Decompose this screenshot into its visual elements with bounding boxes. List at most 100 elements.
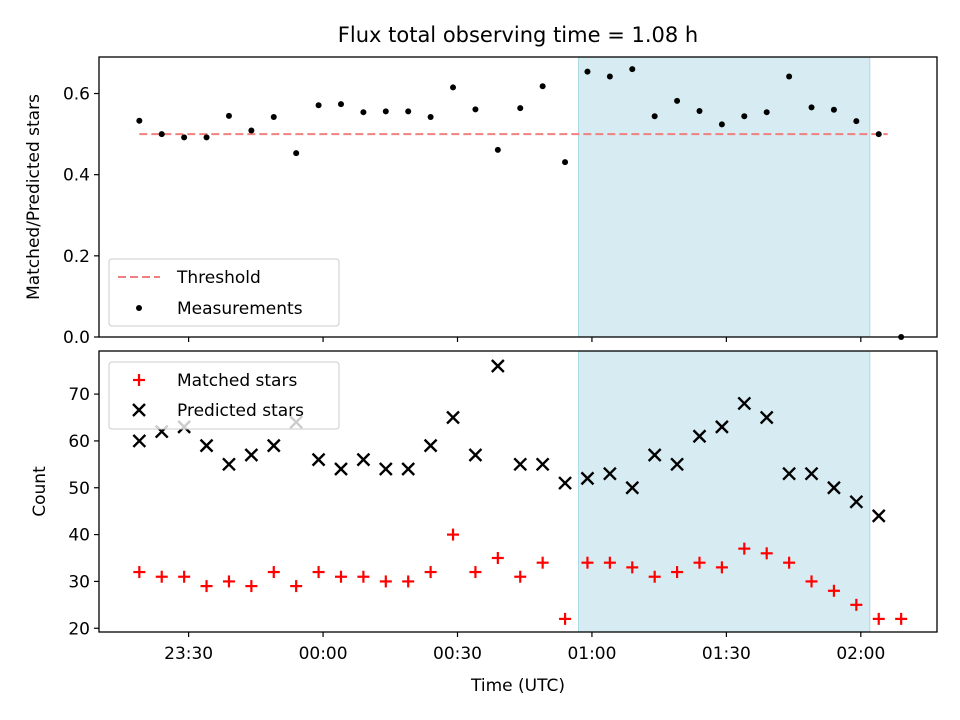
predicted-point [692, 429, 707, 444]
predicted-point [222, 457, 236, 472]
measurement-point [225, 112, 232, 119]
legend-predicted-label: Predicted stars [177, 401, 304, 421]
measurement-point [203, 134, 210, 141]
predicted-point [871, 509, 886, 523]
cross-stroke [266, 438, 281, 453]
predicted-point [132, 434, 147, 448]
measurement-point [472, 106, 479, 113]
ratio-y-label: Matched/Predicted stars [24, 94, 44, 300]
ratio-y-tick-label: 0.2 [63, 247, 90, 267]
predicted-point [804, 466, 819, 481]
predicted-point [468, 448, 483, 462]
predicted-point [647, 448, 662, 462]
measurement-point [696, 107, 703, 114]
x-axis-label: Time (UTC) [470, 676, 565, 696]
measurement-point [629, 66, 636, 73]
matched-point [424, 566, 437, 579]
predicted-point [558, 476, 572, 490]
cross-stroke [759, 410, 774, 425]
legend-measurements-label: Measurements [177, 299, 303, 319]
measurement-point [853, 118, 860, 125]
count-x-tick-label: 01:00 [567, 644, 616, 664]
cross-stroke [446, 410, 460, 425]
matched-point [402, 575, 415, 588]
predicted-point [334, 462, 348, 476]
predicted-point [356, 452, 371, 467]
matched-point [603, 556, 616, 569]
matched-point [827, 584, 840, 597]
ratio-x-ticks [188, 337, 862, 342]
measurement-point [651, 113, 658, 120]
measurement-point [181, 134, 188, 141]
count-y-ticks: 20 30 40 50 60 70 [68, 385, 99, 639]
cross-stroke [670, 457, 684, 472]
cross-stroke [222, 457, 236, 472]
measurement-point [584, 68, 591, 75]
predicted-point [580, 471, 595, 486]
predicted-point [311, 452, 326, 467]
measurement-point [158, 131, 165, 138]
measurement-point [248, 127, 255, 134]
ratio-y-ticks: 0.0 0.2 0.4 0.6 [63, 85, 99, 348]
legend-predicted-swatch [132, 403, 146, 417]
predicted-point [715, 420, 729, 434]
count-x-tick-label: 02:00 [836, 644, 885, 664]
matched-point [155, 570, 168, 583]
measurement-point [337, 101, 344, 108]
predicted-point [737, 396, 752, 411]
matched-point [783, 556, 796, 569]
legend-matched-swatch [133, 374, 145, 386]
measurement-point [270, 114, 277, 121]
predicted-point [244, 448, 259, 462]
predicted-point [490, 359, 505, 373]
cross-stroke [827, 480, 841, 495]
matched-point [469, 566, 482, 579]
measurement-point [405, 108, 412, 115]
measurement-point [494, 146, 501, 153]
measurement-point [875, 131, 882, 138]
count-y-tick-label: 30 [68, 572, 90, 592]
legend-threshold-label: Threshold [176, 268, 261, 288]
matched-point [895, 612, 908, 625]
measurement-point [562, 159, 569, 166]
matched-point [178, 570, 191, 583]
matched-point [760, 547, 773, 560]
cross-stroke [782, 466, 796, 481]
legend-measurements-swatch [136, 305, 142, 311]
count-x-tick-label: 00:30 [433, 644, 482, 664]
matched-point [648, 570, 661, 583]
matched-point [222, 575, 235, 588]
predicted-point [603, 466, 617, 481]
matched-point [447, 528, 460, 541]
measurement-point [718, 121, 725, 128]
ratio-y-tick-label: 0.4 [63, 166, 90, 186]
cross-stroke [132, 403, 146, 417]
predicted-point [759, 410, 774, 425]
matched-point [715, 561, 728, 574]
matched-point [245, 580, 258, 593]
cross-stroke [423, 438, 438, 453]
measurement-points [136, 66, 905, 340]
cross-stroke [692, 429, 707, 444]
matched-point [559, 612, 572, 625]
count-y-tick-label: 60 [68, 432, 90, 452]
predicted-point [535, 457, 550, 472]
predicted-point [423, 438, 438, 453]
measurement-point [830, 106, 837, 113]
cross-stroke [715, 420, 729, 434]
predicted-point [378, 462, 393, 476]
predicted-point [827, 480, 841, 495]
predicted-point [670, 457, 684, 472]
measurement-point [674, 97, 681, 104]
matched-point [626, 561, 639, 574]
ratio-y-tick-label: 0.6 [63, 85, 90, 105]
predicted-point [266, 438, 281, 453]
chart-title: Flux total observing time = 1.08 h [338, 23, 698, 47]
matched-point [491, 552, 504, 565]
predicted-point [446, 410, 460, 425]
matched-point [200, 580, 213, 593]
measurement-point [539, 83, 546, 90]
count-y-tick-label: 70 [68, 385, 90, 405]
count-panel: 20 30 40 50 60 70 23:30 00:00 00:30 01:00 01:30 02… [30, 350, 938, 696]
matched-point [693, 556, 706, 569]
